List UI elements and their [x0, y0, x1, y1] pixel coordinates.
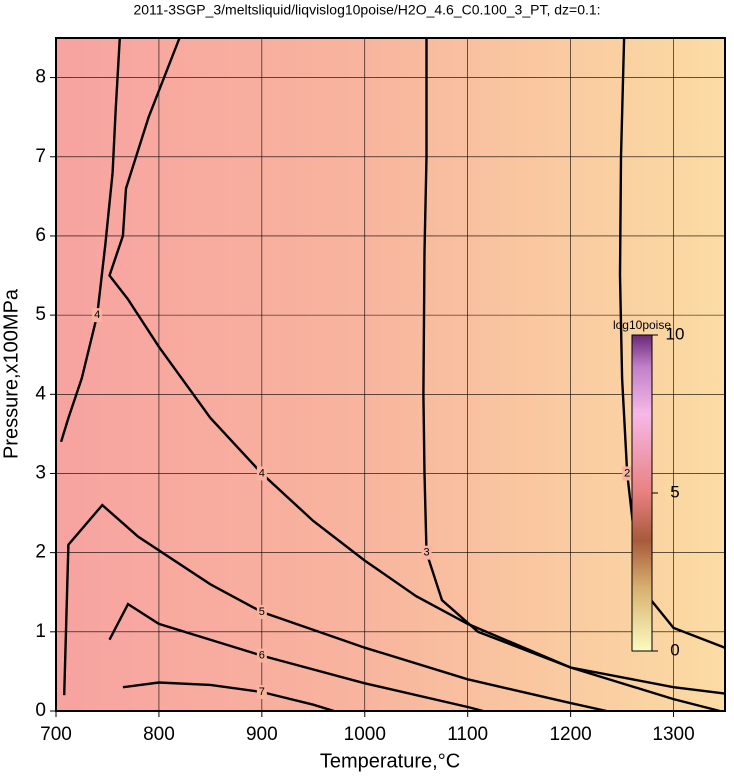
y-tick-label: 6	[35, 225, 46, 246]
contour-label-bg	[256, 466, 267, 481]
contour-label: 2	[624, 467, 630, 479]
contour-label-bg	[92, 308, 103, 323]
contour-label-bg	[421, 545, 432, 560]
y-tick-label: 7	[35, 146, 46, 167]
contour-label: 3	[423, 547, 429, 559]
x-tick-label: 900	[246, 724, 278, 745]
colorbar-tick-label: 0	[670, 640, 679, 659]
colorbar-label: log10poise	[613, 318, 671, 332]
colorbar-tick-label: 10	[666, 324, 685, 343]
y-tick-label: 2	[35, 542, 46, 563]
contour-line	[122, 681, 335, 713]
y-axis-label: Pressure,x100MPa	[0, 288, 22, 459]
x-axis-label: Temperature,°C	[320, 750, 460, 772]
contour-label-bg	[256, 684, 267, 699]
grid	[55, 38, 725, 712]
y-tick-label: 3	[35, 462, 46, 483]
x-tick-label: 1000	[344, 724, 386, 745]
y-tick-label: 8	[35, 67, 46, 88]
contour-label-bg	[256, 648, 267, 663]
contour-line	[59, 37, 121, 443]
colorbar-ticks: 0 5 10	[652, 324, 684, 659]
colorbar	[631, 334, 653, 652]
y-tick-label: 4	[35, 383, 46, 404]
colorbar-tick-label: 5	[670, 482, 679, 501]
contour-label: 5	[259, 606, 265, 618]
x-tick-label: 1200	[549, 724, 591, 745]
x-tick-label: 800	[143, 724, 175, 745]
contour-label: 4	[94, 309, 100, 321]
y-tick-label: 5	[35, 304, 46, 325]
contour-line	[108, 37, 721, 713]
contour-label-bg	[622, 466, 633, 481]
contour-label: 6	[259, 649, 265, 661]
x-tick-label: 700	[40, 724, 72, 745]
x-tick-label: 1100	[447, 724, 488, 745]
plot-background	[56, 38, 725, 711]
contour-label: 7	[259, 686, 265, 698]
contour-label-bg	[256, 605, 267, 620]
plot-frame	[55, 37, 726, 712]
contour-line	[63, 503, 607, 713]
contour-label: 4	[259, 467, 265, 479]
chart-title: 2011-3SGP_3/meltsliquid/liqvislog10poise…	[133, 2, 600, 18]
x-tick-label: 1300	[652, 724, 694, 745]
y-tick-label: 1	[35, 621, 46, 642]
y-tick-label: 0	[35, 700, 46, 721]
contours: 4 4 3 2 5 6 7	[59, 37, 726, 713]
